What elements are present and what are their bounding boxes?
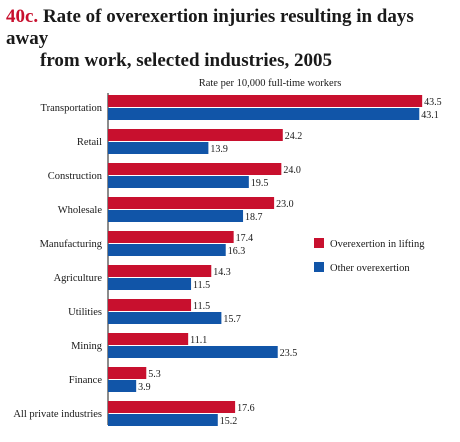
bar-lifting	[108, 231, 234, 243]
category-label: Utilities	[68, 307, 102, 318]
data-label: 15.2	[220, 416, 238, 427]
data-label: 43.1	[421, 110, 439, 121]
data-label: 17.4	[236, 233, 254, 244]
x-axis-label: Rate per 10,000 full-time workers	[199, 78, 342, 89]
legend-swatch	[314, 238, 324, 248]
data-label: 43.5	[424, 97, 442, 108]
bar-other	[108, 176, 249, 188]
bar-lifting	[108, 401, 236, 413]
bar-other	[108, 312, 222, 324]
data-label: 23.0	[276, 199, 294, 210]
data-label: 13.9	[210, 144, 228, 155]
bar-lifting	[108, 299, 192, 311]
data-label: 23.5	[280, 348, 298, 359]
category-label: Mining	[71, 341, 103, 352]
title-line-2: from work, selected industries, 2005	[40, 50, 333, 71]
bar-other	[108, 142, 209, 154]
bar-lifting	[108, 197, 275, 209]
data-label: 24.0	[283, 165, 301, 176]
figure-number: 40c.	[6, 6, 39, 27]
category-label: Construction	[48, 171, 103, 182]
category-label: Transportation	[41, 103, 103, 114]
title-line-1: 40c. Rate of overexertion injuries resul…	[6, 6, 456, 50]
bar-lifting	[108, 367, 147, 379]
data-label: 14.3	[213, 267, 231, 278]
figure-title: 40c. Rate of overexertion injuries resul…	[6, 6, 456, 72]
legend-label: Overexertion in lifting	[330, 239, 425, 250]
category-label: Manufacturing	[40, 239, 103, 250]
bar-lifting	[108, 95, 423, 107]
bar-other	[108, 210, 244, 222]
category-label: All private industries	[13, 409, 102, 420]
title-text-1: Rate of overexertion injuries resulting …	[6, 6, 414, 49]
bar-other	[108, 414, 218, 426]
data-label: 17.6	[237, 403, 255, 414]
data-label: 11.1	[190, 335, 207, 346]
legend-label: Other overexertion	[330, 263, 410, 274]
bar-other	[108, 244, 226, 256]
category-label: Finance	[69, 375, 103, 386]
data-label: 19.5	[251, 178, 268, 189]
data-label: 3.9	[138, 382, 151, 393]
bar-lifting	[108, 129, 283, 141]
data-label: 11.5	[193, 301, 210, 312]
bar-other	[108, 346, 278, 358]
data-label: 24.2	[285, 131, 303, 142]
data-label: 16.3	[228, 246, 246, 257]
data-label: 15.7	[223, 314, 241, 325]
category-label: Wholesale	[58, 205, 103, 216]
bar-lifting	[108, 163, 282, 175]
bar-other	[108, 278, 192, 290]
bar-lifting	[108, 333, 189, 345]
bars-group: Transportation 43.5 43.1 Retail 24.2 13.9 Cons…	[13, 95, 442, 427]
data-label: 5.3	[148, 369, 161, 380]
category-label: Agriculture	[54, 273, 103, 284]
data-label: 11.5	[193, 280, 210, 291]
legend-swatch	[314, 262, 324, 272]
bar-lifting	[108, 265, 212, 277]
category-label: Retail	[77, 137, 102, 148]
legend: Overexertion in lifting Other overexertio…	[314, 238, 425, 274]
bar-other	[108, 380, 137, 392]
bar-other	[108, 108, 420, 120]
data-label: 18.7	[245, 212, 262, 223]
